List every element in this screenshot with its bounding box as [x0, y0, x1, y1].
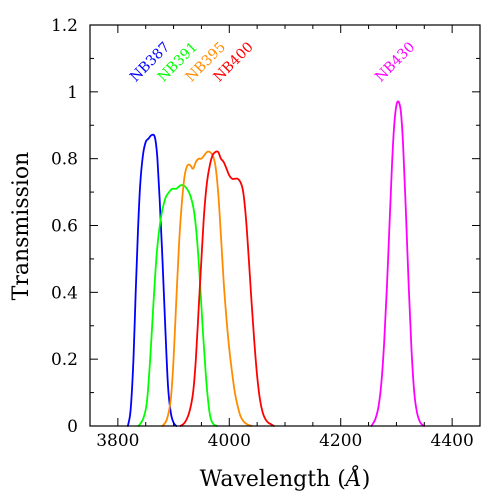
plot-frame	[89, 24, 481, 427]
y-tick-label: 0.2	[51, 350, 78, 370]
y-tick-label: 0.6	[51, 217, 78, 237]
y-axis-title: Transmission	[9, 152, 34, 301]
y-tick-label: 1.2	[51, 16, 78, 36]
y-tick-label: 0.4	[51, 283, 78, 303]
y-tick-label: 0	[67, 417, 78, 437]
series-line-nb400	[179, 150, 275, 427]
x-tick-label: 4400	[431, 431, 474, 451]
x-tick-label: 3800	[96, 431, 139, 451]
series-line-nb430	[370, 100, 426, 427]
y-tick-label: 1	[67, 83, 78, 103]
axis-ticks: 3800 4000 4200 4400 0 0.2 0.4 0.6 0.8 1 1.2	[51, 16, 481, 451]
y-tick-label: 0.8	[51, 150, 78, 170]
x-axis-title: Wavelength (Å)	[200, 464, 371, 492]
series-line-nb391	[137, 184, 218, 427]
series-line-nb395	[161, 150, 253, 427]
x-tick-label: 4000	[208, 431, 251, 451]
series-line-nb387	[126, 133, 178, 427]
curves	[126, 100, 426, 427]
x-tick-label: 4200	[319, 431, 362, 451]
series-label-nb430: NB430	[372, 39, 418, 85]
x-axis-unit: Å	[343, 464, 362, 492]
